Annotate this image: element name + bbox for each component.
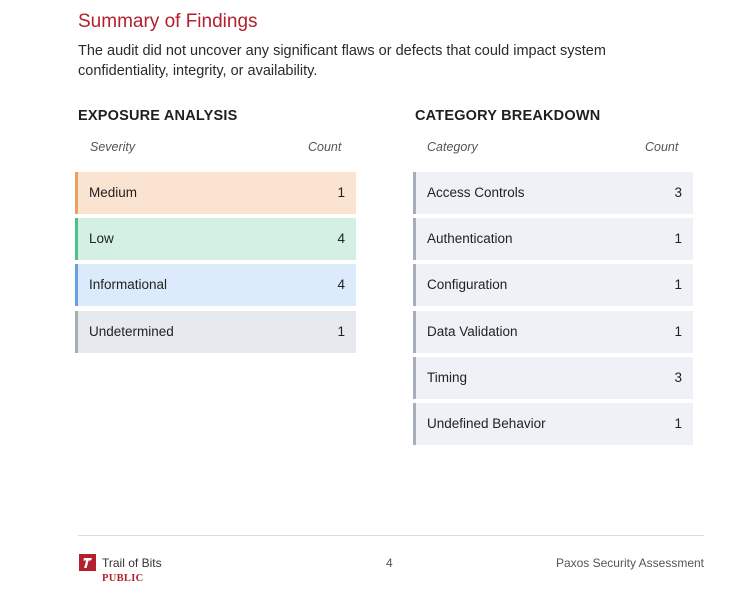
trail-of-bits-logo-icon (79, 554, 96, 571)
category-count: 3 (674, 185, 682, 200)
category-count: 1 (674, 231, 682, 246)
severity-count: 1 (337, 185, 345, 200)
category-label: Data Validation (427, 324, 518, 339)
severity-count: 4 (337, 231, 345, 246)
page-title: Summary of Findings (78, 11, 258, 32)
severity-row: Informational 4 (75, 264, 356, 306)
category-count: 3 (674, 370, 682, 385)
severity-label: Medium (89, 185, 138, 200)
category-row: Configuration 1 (413, 264, 693, 306)
footer-brand: Trail of Bits (102, 556, 162, 570)
severity-count: 4 (337, 277, 345, 292)
category-count: 1 (674, 277, 682, 292)
severity-row: Medium 1 (75, 172, 356, 214)
category-label: Undefined Behavior (427, 416, 546, 431)
severity-row: Undetermined 1 (75, 311, 356, 353)
category-label: Access Controls (427, 185, 525, 200)
category-count: 1 (674, 416, 682, 431)
category-column-header: Category (427, 140, 478, 154)
category-label: Authentication (427, 231, 513, 246)
footer-classification: PUBLIC (102, 573, 144, 584)
category-label: Timing (427, 370, 468, 385)
severity-count: 1 (337, 324, 345, 339)
footer-document-title: Paxos Security Assessment (555, 556, 704, 570)
severity-label: Low (89, 231, 114, 246)
severity-label: Informational (89, 277, 168, 292)
category-row: Undefined Behavior 1 (413, 403, 693, 445)
category-row: Data Validation 1 (413, 311, 693, 353)
category-count-column-header: Count (645, 140, 679, 154)
category-breakdown-heading: CATEGORY BREAKDOWN (415, 108, 601, 124)
category-row: Authentication 1 (413, 218, 693, 260)
category-count: 1 (674, 324, 682, 339)
severity-label: Undetermined (89, 324, 174, 339)
severity-count-column-header: Count (308, 140, 342, 154)
footer-divider (78, 535, 704, 536)
footer-page-number: 4 (386, 556, 393, 570)
exposure-analysis-heading: EXPOSURE ANALYSIS (78, 108, 238, 124)
category-row: Timing 3 (413, 357, 693, 399)
severity-column-header: Severity (90, 140, 136, 154)
category-label: Configuration (427, 277, 508, 292)
severity-row: Low 4 (75, 218, 356, 260)
intro-paragraph: The audit did not uncover any significan… (78, 43, 606, 79)
category-row: Access Controls 3 (413, 172, 693, 214)
